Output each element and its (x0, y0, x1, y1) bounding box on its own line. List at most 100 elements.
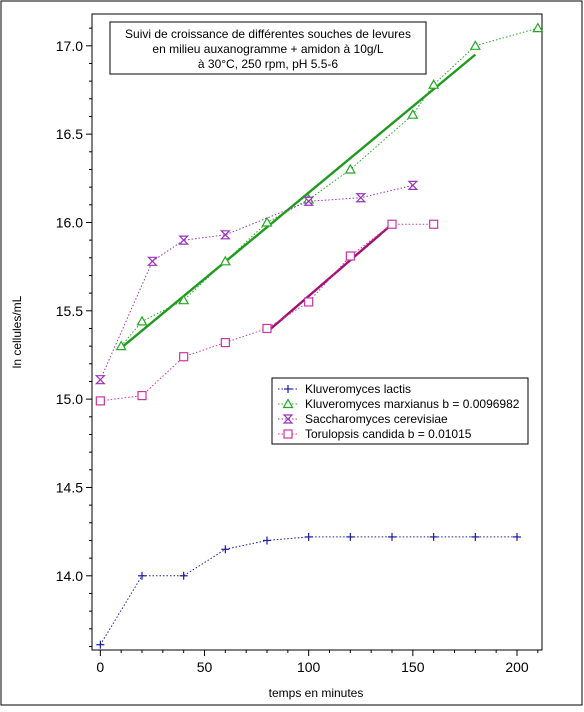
marker-square (345, 251, 355, 261)
marker-square (95, 396, 105, 406)
data-point-1 (136, 315, 148, 326)
fit-line-0 (120, 53, 477, 349)
data-point-1 (532, 22, 544, 33)
marker-hourglass (282, 414, 294, 424)
data-point-1 (344, 163, 356, 174)
marker-hourglass (146, 256, 158, 266)
marker-triangle (469, 40, 481, 50)
data-point-0 (513, 532, 521, 541)
marker-triangle (178, 294, 190, 305)
data-point-3 (387, 219, 397, 229)
marker-triangle (407, 108, 419, 119)
data-point-3 (304, 297, 314, 307)
marker-square (283, 429, 293, 439)
chart-title-line: Suivi de croissance de différentes souch… (125, 27, 411, 41)
marker-hourglass (355, 193, 367, 203)
y-tick-label: 14.0 (56, 568, 83, 584)
data-point-1 (261, 216, 273, 227)
legend-label: Torulopsis candida b = 0.01015 (305, 427, 472, 441)
marker-triangle (344, 163, 356, 174)
data-point-3 (345, 251, 355, 261)
y-tick-label: 15.5 (56, 303, 83, 319)
y-tick-label: 15.0 (56, 391, 83, 407)
data-point-2 (407, 180, 419, 190)
x-tick-label: 150 (401, 659, 425, 675)
marker-hourglass (219, 230, 231, 240)
marker-triangle (136, 315, 148, 326)
data-point-0 (221, 545, 230, 554)
data-point-legend-2 (282, 414, 294, 424)
y-tick-label: 16.0 (56, 214, 83, 230)
data-point-1 (428, 78, 440, 89)
data-point-3 (262, 323, 272, 334)
chart-title-line: en milieu auxanogramme + amidon à 10g/L (152, 42, 383, 56)
series-line-1 (120, 27, 538, 347)
marker-hourglass (94, 375, 106, 385)
data-point-0 (429, 532, 438, 541)
data-point-1 (407, 108, 419, 119)
data-point-0 (388, 532, 396, 541)
data-point-1 (219, 255, 231, 266)
y-tick-label: 16.5 (56, 126, 83, 142)
chart-title-box: Suivi de croissance de différentes souch… (109, 21, 427, 75)
marker-square (262, 323, 272, 334)
marker-square (220, 338, 230, 348)
x-axis-label: temps en minutes (269, 686, 364, 700)
data-point-3 (179, 352, 189, 362)
data-point-0 (179, 571, 188, 580)
data-point-3 (137, 391, 147, 401)
marker-triangle (115, 340, 127, 351)
data-point-2 (94, 375, 106, 385)
marker-triangle (532, 22, 544, 33)
x-tick-label: 50 (197, 659, 213, 675)
marker-square (387, 219, 397, 229)
title-box-frame (109, 21, 427, 75)
x-tick-label: 100 (297, 659, 321, 675)
data-point-legend-3 (283, 429, 293, 439)
data-point-1 (178, 294, 190, 305)
marker-square (429, 219, 439, 229)
marker-square (137, 391, 147, 401)
legend-label: Saccharomyces cerevisiae (305, 412, 448, 426)
marker-square (304, 297, 314, 307)
marker-triangle (219, 255, 231, 266)
chart-title-line: à 30°C, 250 rpm, pH 5.5-6 (198, 57, 339, 71)
marker-triangle (261, 216, 273, 227)
marker-hourglass (178, 235, 190, 245)
fit-line-1 (266, 223, 393, 333)
data-point-2 (178, 235, 190, 245)
legend-label: Kluveromyces marxianus b = 0.0096982 (305, 397, 520, 411)
data-point-1 (115, 340, 127, 351)
data-point-2 (303, 196, 315, 206)
data-point-legend-1 (282, 398, 294, 409)
data-point-1 (469, 40, 481, 50)
data-point-3 (95, 396, 105, 406)
data-point-3 (220, 338, 230, 348)
series-line-3 (100, 223, 434, 402)
data-point-0 (96, 640, 105, 649)
data-point-3 (429, 219, 439, 229)
data-point-0 (304, 532, 313, 541)
data-point-0 (471, 532, 480, 541)
plot-frame (91, 13, 543, 651)
y-axis-label: ln cellules/mL (10, 295, 24, 368)
series-line-0 (99, 536, 517, 645)
y-tick-label: 17.0 (56, 38, 83, 54)
legend-frame (271, 377, 529, 445)
y-tick-label: 14.5 (56, 479, 83, 495)
marker-hourglass (407, 180, 419, 190)
data-point-0 (263, 536, 271, 545)
x-tick-label: 0 (96, 659, 104, 675)
x-tick-label: 200 (505, 659, 529, 675)
marker-square (179, 352, 189, 362)
marker-triangle (282, 398, 294, 409)
data-point-2 (355, 193, 367, 203)
marker-hourglass (303, 196, 315, 206)
data-point-2 (219, 230, 231, 240)
marker-triangle (428, 78, 440, 89)
series-line-2 (99, 184, 413, 380)
